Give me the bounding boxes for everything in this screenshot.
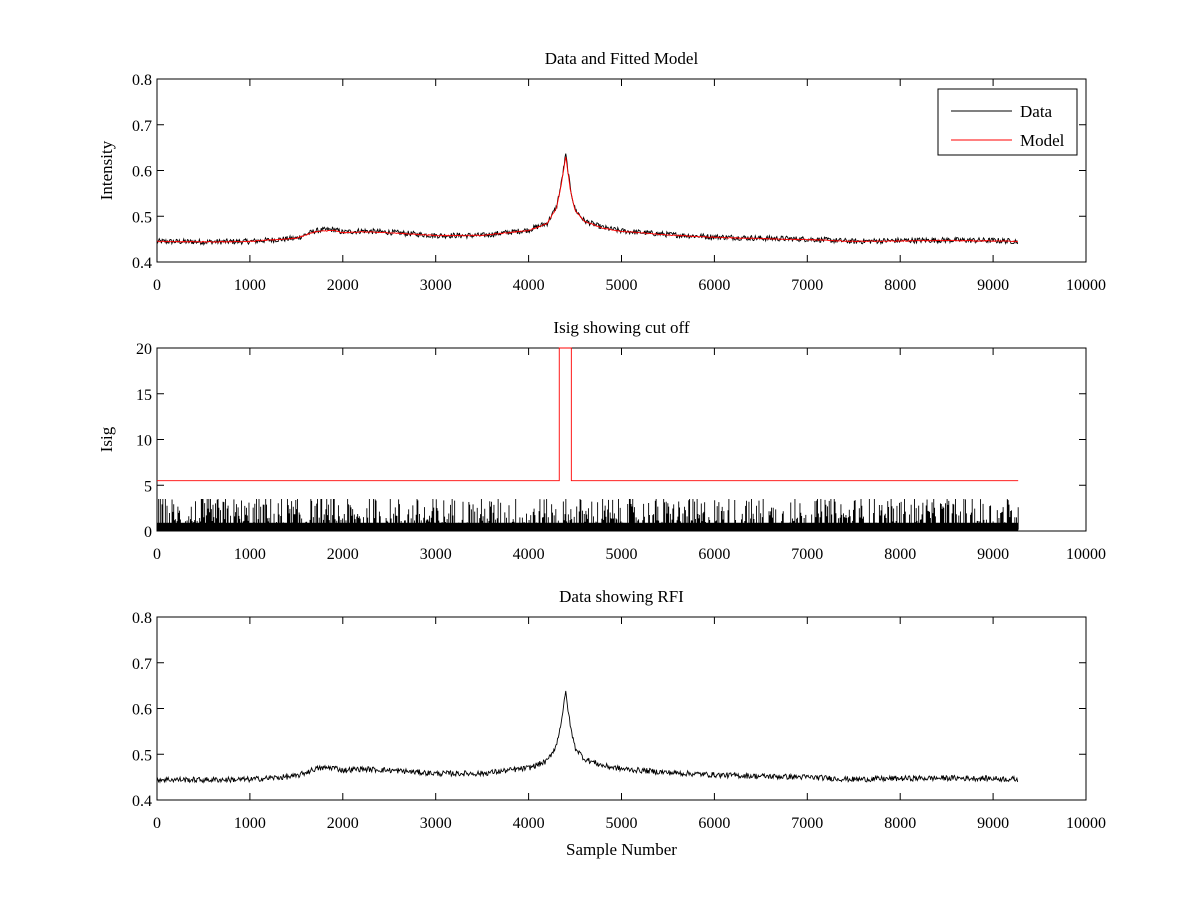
chart-title: Data and Fitted Model [545,49,699,68]
axes-box [156,616,1087,801]
y-tick-label: 0.5 [132,747,152,764]
y-tick-label: 0.5 [132,209,152,226]
y-tick-label: 0.6 [132,164,152,181]
y-axis-label: Isig [97,426,116,452]
y-tick-label: 0.8 [132,72,152,89]
y-tick-label: 0.6 [132,702,152,719]
x-tick-label: 4000 [513,815,545,832]
series-line-data [156,153,1019,246]
y-tick-label: 0.7 [132,118,152,135]
x-tick-label: 4000 [513,546,545,563]
x-tick-label: 8000 [884,277,916,294]
y-tick-label: 0.8 [132,610,152,627]
x-tick-label: 6000 [698,546,730,563]
x-tick-label: 9000 [977,277,1009,294]
x-tick-label: 7000 [791,277,823,294]
x-tick-label: 6000 [698,277,730,294]
x-tick-label: 3000 [420,277,452,294]
y-tick-label: 10 [136,433,152,450]
x-tick-label: 5000 [606,277,638,294]
x-tick-label: 4000 [513,277,545,294]
y-tick-label: 0.7 [132,656,152,673]
legend-label: Model [1020,131,1065,150]
x-tick-label: 3000 [420,546,452,563]
x-tick-label: 9000 [977,546,1009,563]
series-line-1 [156,690,1019,784]
x-tick-label: 2000 [327,815,359,832]
x-tick-label: 5000 [606,815,638,832]
x-tick-label: 8000 [884,546,916,563]
legend-label: Data [1020,102,1053,121]
subplot-2: Isig showing cut off 0 1000 2000 3000 4000 500… [97,318,1106,563]
x-tick-label: 0 [153,546,161,563]
x-tick-label: 3000 [420,815,452,832]
x-tick-label: 0 [153,815,161,832]
legend-box [937,88,1078,156]
x-axis-label: Sample Number [566,840,677,859]
x-tick-label: 1000 [234,277,266,294]
x-tick-label: 7000 [791,546,823,563]
y-tick-label: 15 [136,387,152,404]
x-tick-label: 0 [153,277,161,294]
x-tick-label: 2000 [327,277,359,294]
y-tick-label: 0.4 [132,255,152,272]
subplot-3: Data showing RFI 0 1000 2000 3000 4000 5000 600… [132,587,1106,859]
x-tick-label: 1000 [234,815,266,832]
y-tick-label: 0.4 [132,793,152,810]
series-line-model [156,156,1018,243]
axes-box [156,347,1087,532]
chart-title: Isig showing cut off [553,318,689,337]
chart-title: Data showing RFI [559,587,684,606]
x-tick-label: 5000 [606,546,638,563]
x-tick-label: 7000 [791,815,823,832]
series-line-1 [156,498,1019,531]
x-tick-label: 6000 [698,815,730,832]
x-tick-label: 1000 [234,546,266,563]
x-tick-label: 10000 [1066,277,1106,294]
x-tick-label: 10000 [1066,546,1106,563]
y-tick-label: 20 [136,341,152,358]
legend: Data Model [937,88,1078,156]
series-line-2 [157,347,1019,482]
subplot-1: Data and Fitted Model 0 1000 2000 3000 4000 50… [97,49,1106,294]
x-tick-label: 9000 [977,815,1009,832]
x-tick-label: 8000 [884,815,916,832]
y-axis-label: Intensity [97,140,116,200]
x-tick-label: 2000 [327,546,359,563]
x-tick-label: 10000 [1066,815,1106,832]
y-tick-label: 0 [144,524,152,541]
y-tick-label: 5 [144,478,152,495]
